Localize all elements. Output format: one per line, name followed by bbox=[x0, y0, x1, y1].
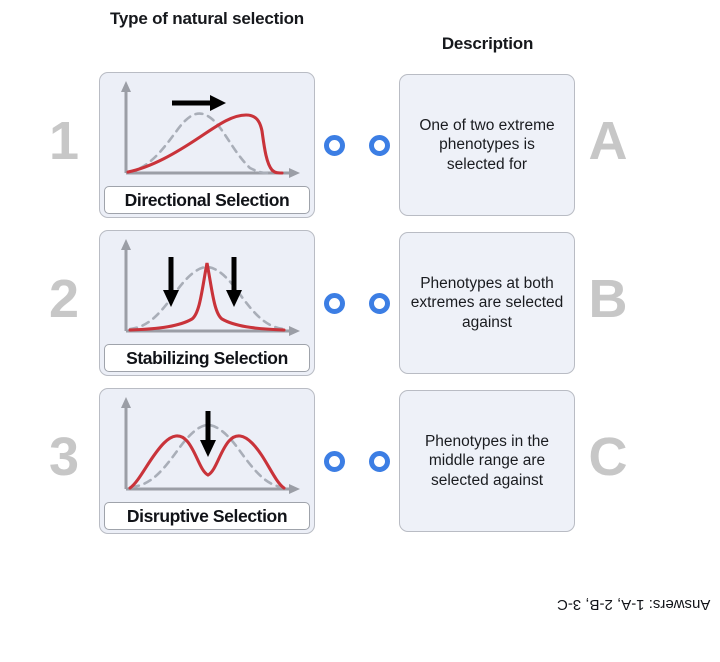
x-axis-arrowhead bbox=[289, 168, 300, 178]
description-text: Phenotypes in the middle range are selec… bbox=[424, 433, 550, 489]
y-axis-arrowhead bbox=[121, 239, 131, 250]
down-arrow-icon bbox=[226, 257, 242, 307]
row-number-label: 3 bbox=[48, 427, 80, 487]
disruptive-selection-graph bbox=[100, 389, 314, 501]
x-axis-arrowhead bbox=[289, 484, 300, 494]
selection-type-card[interactable]: Stabilizing Selection bbox=[99, 230, 315, 376]
selection-type-label: Stabilizing Selection bbox=[104, 344, 310, 372]
description-text: One of two extreme phenotypes is selecte… bbox=[419, 117, 555, 173]
description-text: Phenotypes at both extremes are selected… bbox=[410, 275, 564, 331]
row-number-label: 1 bbox=[48, 111, 80, 171]
down-arrow-icon bbox=[163, 257, 179, 307]
connector-dot-left[interactable] bbox=[324, 293, 345, 314]
connector-dot-left[interactable] bbox=[324, 451, 345, 472]
directional-selection-graph bbox=[100, 73, 314, 185]
original-distribution-curve bbox=[130, 423, 284, 489]
bimodal-distribution-curve bbox=[128, 434, 286, 490]
y-axis-arrowhead bbox=[121, 397, 131, 408]
description-card[interactable]: Phenotypes in the middle range are selec… bbox=[399, 390, 575, 532]
row-letter-label: C bbox=[588, 427, 628, 487]
selection-type-label: Directional Selection bbox=[104, 186, 310, 214]
y-axis-arrowhead bbox=[121, 81, 131, 92]
original-distribution-curve bbox=[128, 265, 286, 331]
x-axis-arrowhead bbox=[289, 326, 300, 336]
answer-key: Answers: 1-A, 2-B, 3-C bbox=[556, 596, 710, 613]
column-header-description: Description bbox=[441, 34, 534, 53]
selection-type-card[interactable]: Disruptive Selection bbox=[99, 388, 315, 534]
connector-dot-right[interactable] bbox=[369, 451, 390, 472]
original-distribution-curve bbox=[126, 112, 270, 175]
shifted-distribution-curve bbox=[126, 113, 284, 175]
row-number-label: 2 bbox=[48, 269, 80, 329]
match-row: 1 Directional Selection bbox=[0, 72, 720, 220]
down-arrow-icon bbox=[200, 411, 216, 457]
connector-dot-right[interactable] bbox=[369, 135, 390, 156]
selection-type-card[interactable]: Directional Selection bbox=[99, 72, 315, 218]
description-card[interactable]: Phenotypes at both extremes are selected… bbox=[399, 232, 575, 374]
connector-dot-left[interactable] bbox=[324, 135, 345, 156]
match-row: 3 Disruptive Selection Phenot bbox=[0, 388, 720, 536]
right-arrow-icon bbox=[172, 95, 226, 111]
description-card[interactable]: One of two extreme phenotypes is selecte… bbox=[399, 74, 575, 216]
connector-dot-right[interactable] bbox=[369, 293, 390, 314]
narrowed-distribution-curve bbox=[128, 262, 286, 332]
directional-selection-svg bbox=[121, 81, 300, 178]
disruptive-selection-svg bbox=[121, 397, 300, 494]
stabilizing-selection-svg bbox=[121, 239, 300, 336]
stabilizing-selection-graph bbox=[100, 231, 314, 343]
row-letter-label: B bbox=[588, 269, 628, 329]
column-header-type-of-selection: Type of natural selection bbox=[109, 9, 304, 28]
selection-type-label: Disruptive Selection bbox=[104, 502, 310, 530]
row-letter-label: A bbox=[588, 111, 628, 171]
match-row: 2 Stabi bbox=[0, 230, 720, 378]
